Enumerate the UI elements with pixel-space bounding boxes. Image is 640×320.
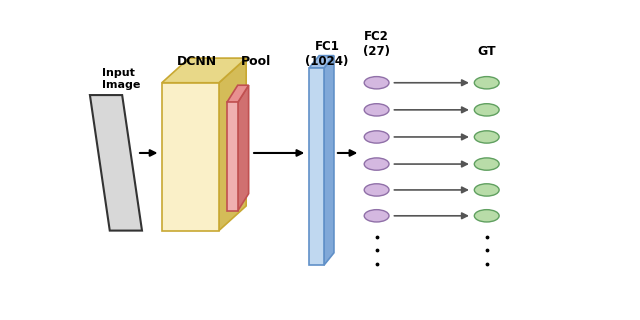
Text: DCNN: DCNN xyxy=(177,55,216,68)
Circle shape xyxy=(474,210,499,222)
Text: FC1
(1024): FC1 (1024) xyxy=(305,40,349,68)
Text: FC2
(27): FC2 (27) xyxy=(363,30,390,58)
Circle shape xyxy=(364,158,389,170)
Polygon shape xyxy=(324,56,334,265)
Polygon shape xyxy=(162,83,219,231)
Polygon shape xyxy=(309,68,324,265)
Text: Pool: Pool xyxy=(241,55,271,68)
Polygon shape xyxy=(219,58,246,231)
Polygon shape xyxy=(227,85,249,102)
Circle shape xyxy=(474,131,499,143)
Text: Input
Image: Input Image xyxy=(102,68,141,90)
Circle shape xyxy=(364,210,389,222)
Polygon shape xyxy=(309,56,334,68)
Circle shape xyxy=(364,104,389,116)
Polygon shape xyxy=(227,102,237,211)
Circle shape xyxy=(474,104,499,116)
Circle shape xyxy=(364,184,389,196)
Polygon shape xyxy=(162,58,246,83)
Circle shape xyxy=(474,158,499,170)
Circle shape xyxy=(364,131,389,143)
Circle shape xyxy=(474,184,499,196)
Circle shape xyxy=(474,76,499,89)
Polygon shape xyxy=(90,95,142,231)
Circle shape xyxy=(364,76,389,89)
Text: GT: GT xyxy=(477,45,496,58)
Polygon shape xyxy=(237,85,249,211)
